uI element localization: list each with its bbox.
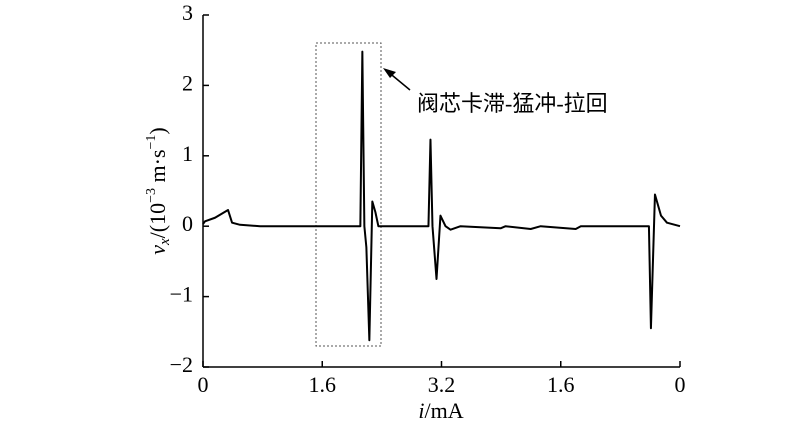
x-tick-label: 3.2 [428,372,456,397]
y-tick-label: −2 [170,352,193,377]
annotation: 阀芯卡滞-猛冲-拉回 [417,91,608,116]
x-tick-label: 1.6 [309,372,337,397]
y-tick-label: 3 [182,0,193,25]
data-line [202,50,681,342]
y-axis-label: vx/(10−3 m·s−1) [144,127,173,255]
x-tick-label: 0 [198,372,209,397]
y-tick-label: 1 [182,141,193,166]
y-tick-label: 2 [182,70,193,95]
x-tick-label: 1.6 [547,372,575,397]
x-axis-label: i/mA [418,398,463,423]
y-tick-label: −1 [170,282,193,307]
x-tick-label: 0 [675,372,686,397]
highlight-box [315,42,382,347]
arrow-head [383,68,396,78]
y-tick-label: 0 [182,211,193,236]
